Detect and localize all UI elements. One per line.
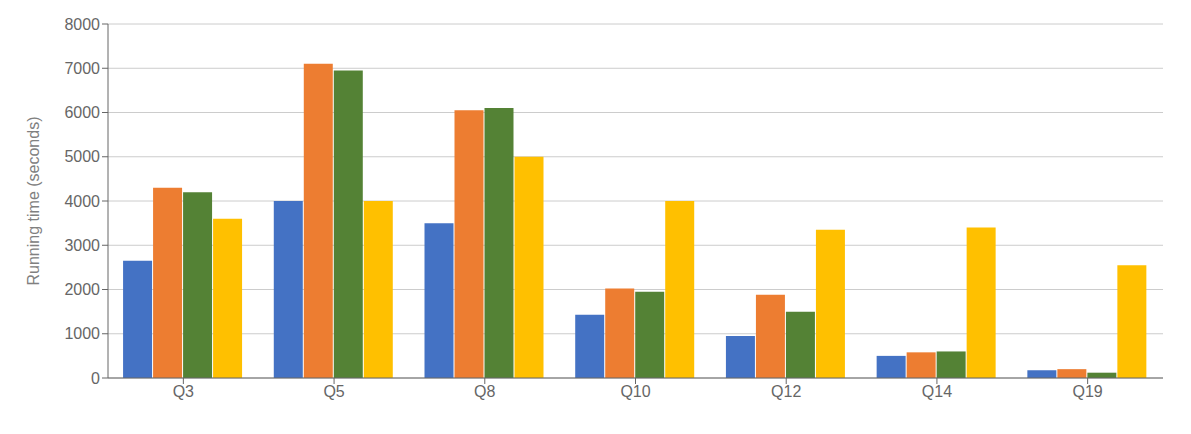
svg-text:Q5: Q5 [323, 383, 344, 400]
svg-text:Running time (seconds): Running time (seconds) [25, 117, 42, 286]
svg-text:0: 0 [91, 370, 100, 387]
svg-text:5000: 5000 [64, 148, 100, 165]
svg-text:Q3: Q3 [173, 383, 194, 400]
svg-text:2000: 2000 [64, 281, 100, 298]
svg-text:7000: 7000 [64, 60, 100, 77]
svg-text:Q19: Q19 [1073, 383, 1103, 400]
svg-text:6000: 6000 [64, 104, 100, 121]
svg-text:Q12: Q12 [771, 383, 801, 400]
svg-text:Q8: Q8 [474, 383, 495, 400]
svg-text:Q14: Q14 [922, 383, 952, 400]
svg-text:1000: 1000 [64, 325, 100, 342]
svg-text:8000: 8000 [64, 16, 100, 33]
svg-text:3000: 3000 [64, 237, 100, 254]
svg-text:4000: 4000 [64, 193, 100, 210]
svg-text:Q10: Q10 [620, 383, 650, 400]
